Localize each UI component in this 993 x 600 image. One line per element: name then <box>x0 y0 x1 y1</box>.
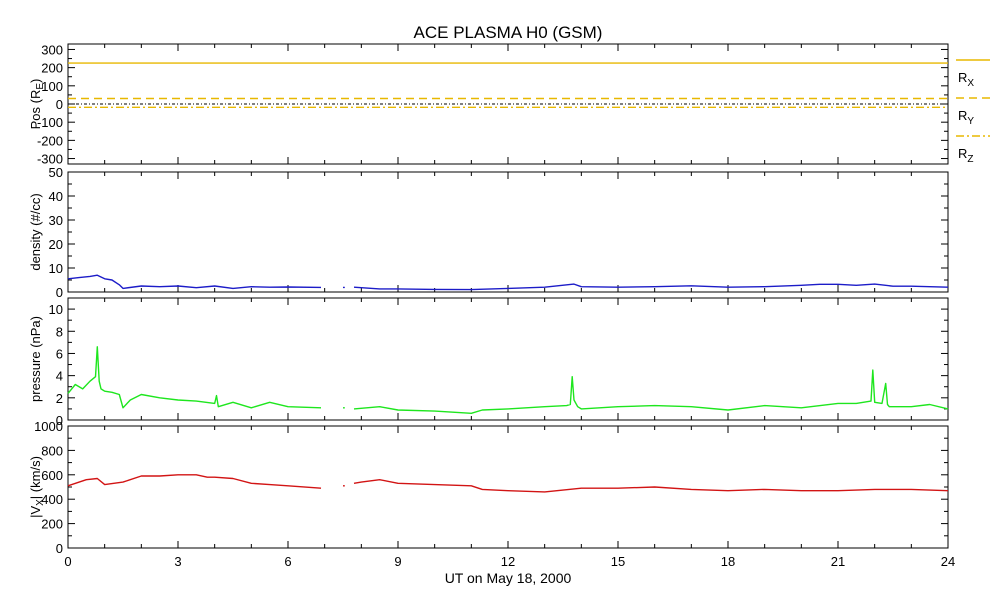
legend-label-subscript: X <box>967 78 974 89</box>
chart-title: ACE PLASMA H0 (GSM) <box>414 23 603 42</box>
legend-label-y: RY <box>958 108 974 127</box>
pressure-panel: 10 8 6 4 2 0 pressure (nPa) <box>28 297 949 428</box>
density-ylabel: density (#/cc) <box>28 193 43 270</box>
pressure-ylabel: pressure (nPa) <box>28 316 43 402</box>
velocity-ytick-label: 800 <box>41 443 63 458</box>
legend-label-subscript: Y <box>967 116 974 127</box>
pressure-ytick-label: 0 <box>56 413 63 428</box>
legend-label-x: RX <box>958 70 974 89</box>
position-ylabel-subscript: E <box>35 83 46 90</box>
position-ytick-label: -100 <box>37 115 63 130</box>
x-tick-label: 6 <box>284 554 291 569</box>
velocity-ytick-label: 600 <box>41 468 63 483</box>
x-tick-label: 15 <box>611 554 625 569</box>
position-legend: RX RY RZ <box>956 59 990 165</box>
position-ytick-label: -200 <box>37 133 63 148</box>
velocity-ylabel: |VX| (km/s) <box>28 456 46 518</box>
position-ylabel-tail: ) <box>28 79 43 83</box>
velocity-frame <box>67 425 949 549</box>
density-series-line <box>67 274 949 291</box>
density-ytick-label: 20 <box>49 237 63 252</box>
density-frame <box>67 171 949 293</box>
x-axis-label: UT on May 18, 2000 <box>445 570 572 586</box>
density-ytick-label: 50 <box>49 165 63 180</box>
density-ytick-label: 40 <box>49 189 63 204</box>
pressure-ytick-label: 4 <box>56 369 63 384</box>
velocity-ytick-label: 200 <box>41 517 63 532</box>
pressure-ytick-label: 6 <box>56 346 63 361</box>
position-ytick-label: 200 <box>41 61 63 76</box>
density-ytick-label: 10 <box>49 261 63 276</box>
pressure-series-line <box>67 346 949 414</box>
x-tick-label: 12 <box>501 554 515 569</box>
legend-label-subscript: Z <box>967 154 973 165</box>
velocity-series-line <box>67 474 949 493</box>
velocity-panel: 1000 800 600 400 200 0 |VX| (km/s) <box>28 419 949 556</box>
pressure-ytick-label: 2 <box>56 391 63 406</box>
x-tick-label: 3 <box>174 554 181 569</box>
velocity-ytick-label: 1000 <box>34 419 63 434</box>
density-panel: 50 40 30 20 10 0 density (#/cc) <box>28 165 949 300</box>
x-tick-label: 18 <box>721 554 735 569</box>
velocity-ytick-label: 400 <box>41 492 63 507</box>
position-ytick-label: 100 <box>41 79 63 94</box>
density-ytick-label: 30 <box>49 213 63 228</box>
density-ytick-label: 0 <box>56 285 63 300</box>
x-tick-label: 21 <box>831 554 845 569</box>
position-ytick-label: -300 <box>37 152 63 167</box>
x-tick-label: 0 <box>64 554 71 569</box>
velocity-ytick-label: 0 <box>56 541 63 556</box>
position-ytick-label: 0 <box>56 97 63 112</box>
position-ylabel: Pos (RE) <box>28 79 46 130</box>
position-panel: 300 200 100 0 -100 -200 -300 Pos (RE) <box>28 42 949 167</box>
velocity-ylabel-subscript: X <box>35 499 46 506</box>
legend-label-z: RZ <box>958 146 974 165</box>
pressure-ytick-label: 8 <box>56 324 63 339</box>
x-axis: 0 3 6 9 12 15 18 21 24 <box>64 554 955 569</box>
velocity-ylabel-tail: | (km/s) <box>28 456 43 499</box>
x-tick-label: 9 <box>394 554 401 569</box>
x-tick-label: 24 <box>941 554 955 569</box>
position-ytick-label: 300 <box>41 42 63 57</box>
pressure-ytick-label: 10 <box>49 302 63 317</box>
